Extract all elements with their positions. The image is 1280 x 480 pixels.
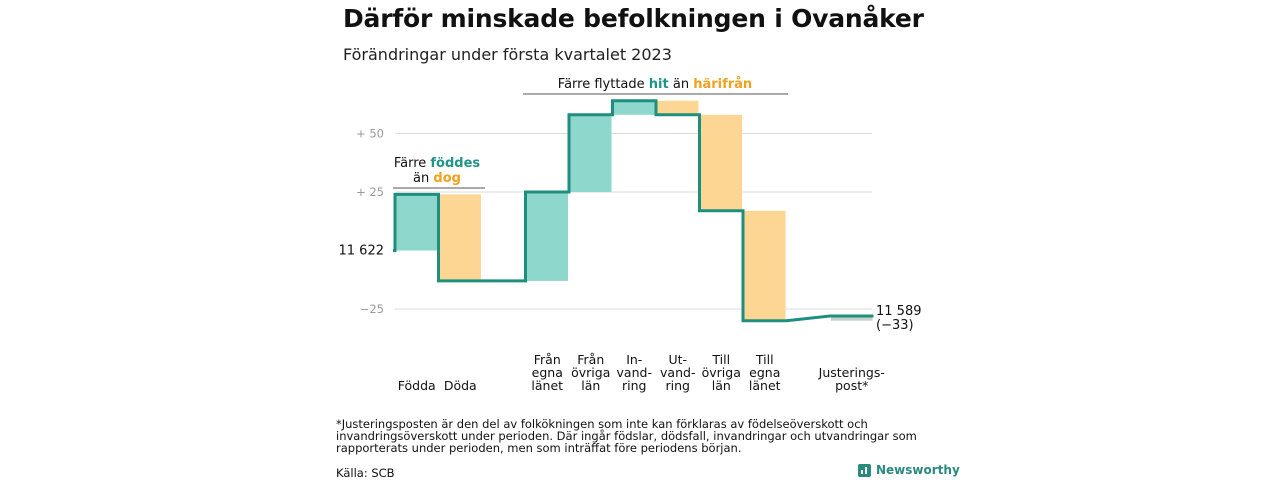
x-tick-label: övriga [571, 365, 610, 380]
x-tick-label: ring [622, 378, 646, 393]
x-tick-label: vand- [617, 365, 652, 380]
x-tick-label: Döda [444, 378, 477, 393]
waterfall-bar [570, 114, 612, 192]
y-tick-label: + 50 [356, 127, 384, 141]
waterfall-bar [657, 100, 699, 115]
source-label: Källa: SCB [336, 466, 395, 480]
x-tick-label: Justerings- [818, 365, 885, 380]
chart-subtitle: Förändringar under första kvartalet 2023 [343, 45, 672, 64]
x-tick-label: egna [749, 365, 780, 380]
y-tick-label: + 25 [356, 185, 384, 199]
waterfall-bar [396, 194, 438, 251]
annotation-births-line2: än dog [413, 171, 461, 186]
x-tick-label: Födda [398, 378, 436, 393]
x-tick-label: Ut- [668, 352, 687, 367]
chart-title: Därför minskade befolkningen i Ovanåker [343, 4, 924, 33]
bar-chart-icon [858, 463, 871, 477]
x-tick-label: Från [577, 352, 604, 367]
x-tick-label: län [581, 378, 600, 393]
cumulative-line [393, 99, 874, 323]
annotation-moves: Färre flyttade hit än härifrån [558, 77, 752, 92]
end-value-label: 11 589 [876, 304, 922, 319]
waterfall-bar [526, 192, 568, 281]
x-tick-label: Till [711, 352, 730, 367]
x-tick-label: post* [835, 378, 868, 393]
x-tick-label: län [712, 378, 731, 393]
waterfall-bar [700, 114, 742, 211]
footnote: *Justeringsposten är den del av folkökni… [336, 417, 917, 455]
waterfall-bar [744, 210, 786, 321]
start-value-label: 11 622 [339, 244, 385, 259]
x-tick-label: egna [532, 365, 563, 380]
annotation-births-line1: Färre föddes [394, 156, 481, 171]
x-tick-label: In- [626, 352, 642, 367]
x-tick-label: ring [666, 378, 690, 393]
waterfall-bar [613, 100, 655, 115]
waterfall-bar [831, 316, 873, 321]
brand-logo: Newsworthy [858, 463, 960, 477]
end-change-label: (−33) [876, 318, 914, 333]
brand-name: Newsworthy [876, 463, 960, 477]
y-tick-label: −25 [360, 302, 384, 316]
x-tick-label: övriga [702, 365, 741, 380]
x-tick-label: Från [534, 352, 561, 367]
x-tick-label: vand- [660, 365, 695, 380]
x-tick-label: Till [755, 352, 774, 367]
x-tick-label: länet [531, 378, 563, 393]
waterfall-bar [439, 194, 481, 281]
x-tick-label: länet [749, 378, 781, 393]
